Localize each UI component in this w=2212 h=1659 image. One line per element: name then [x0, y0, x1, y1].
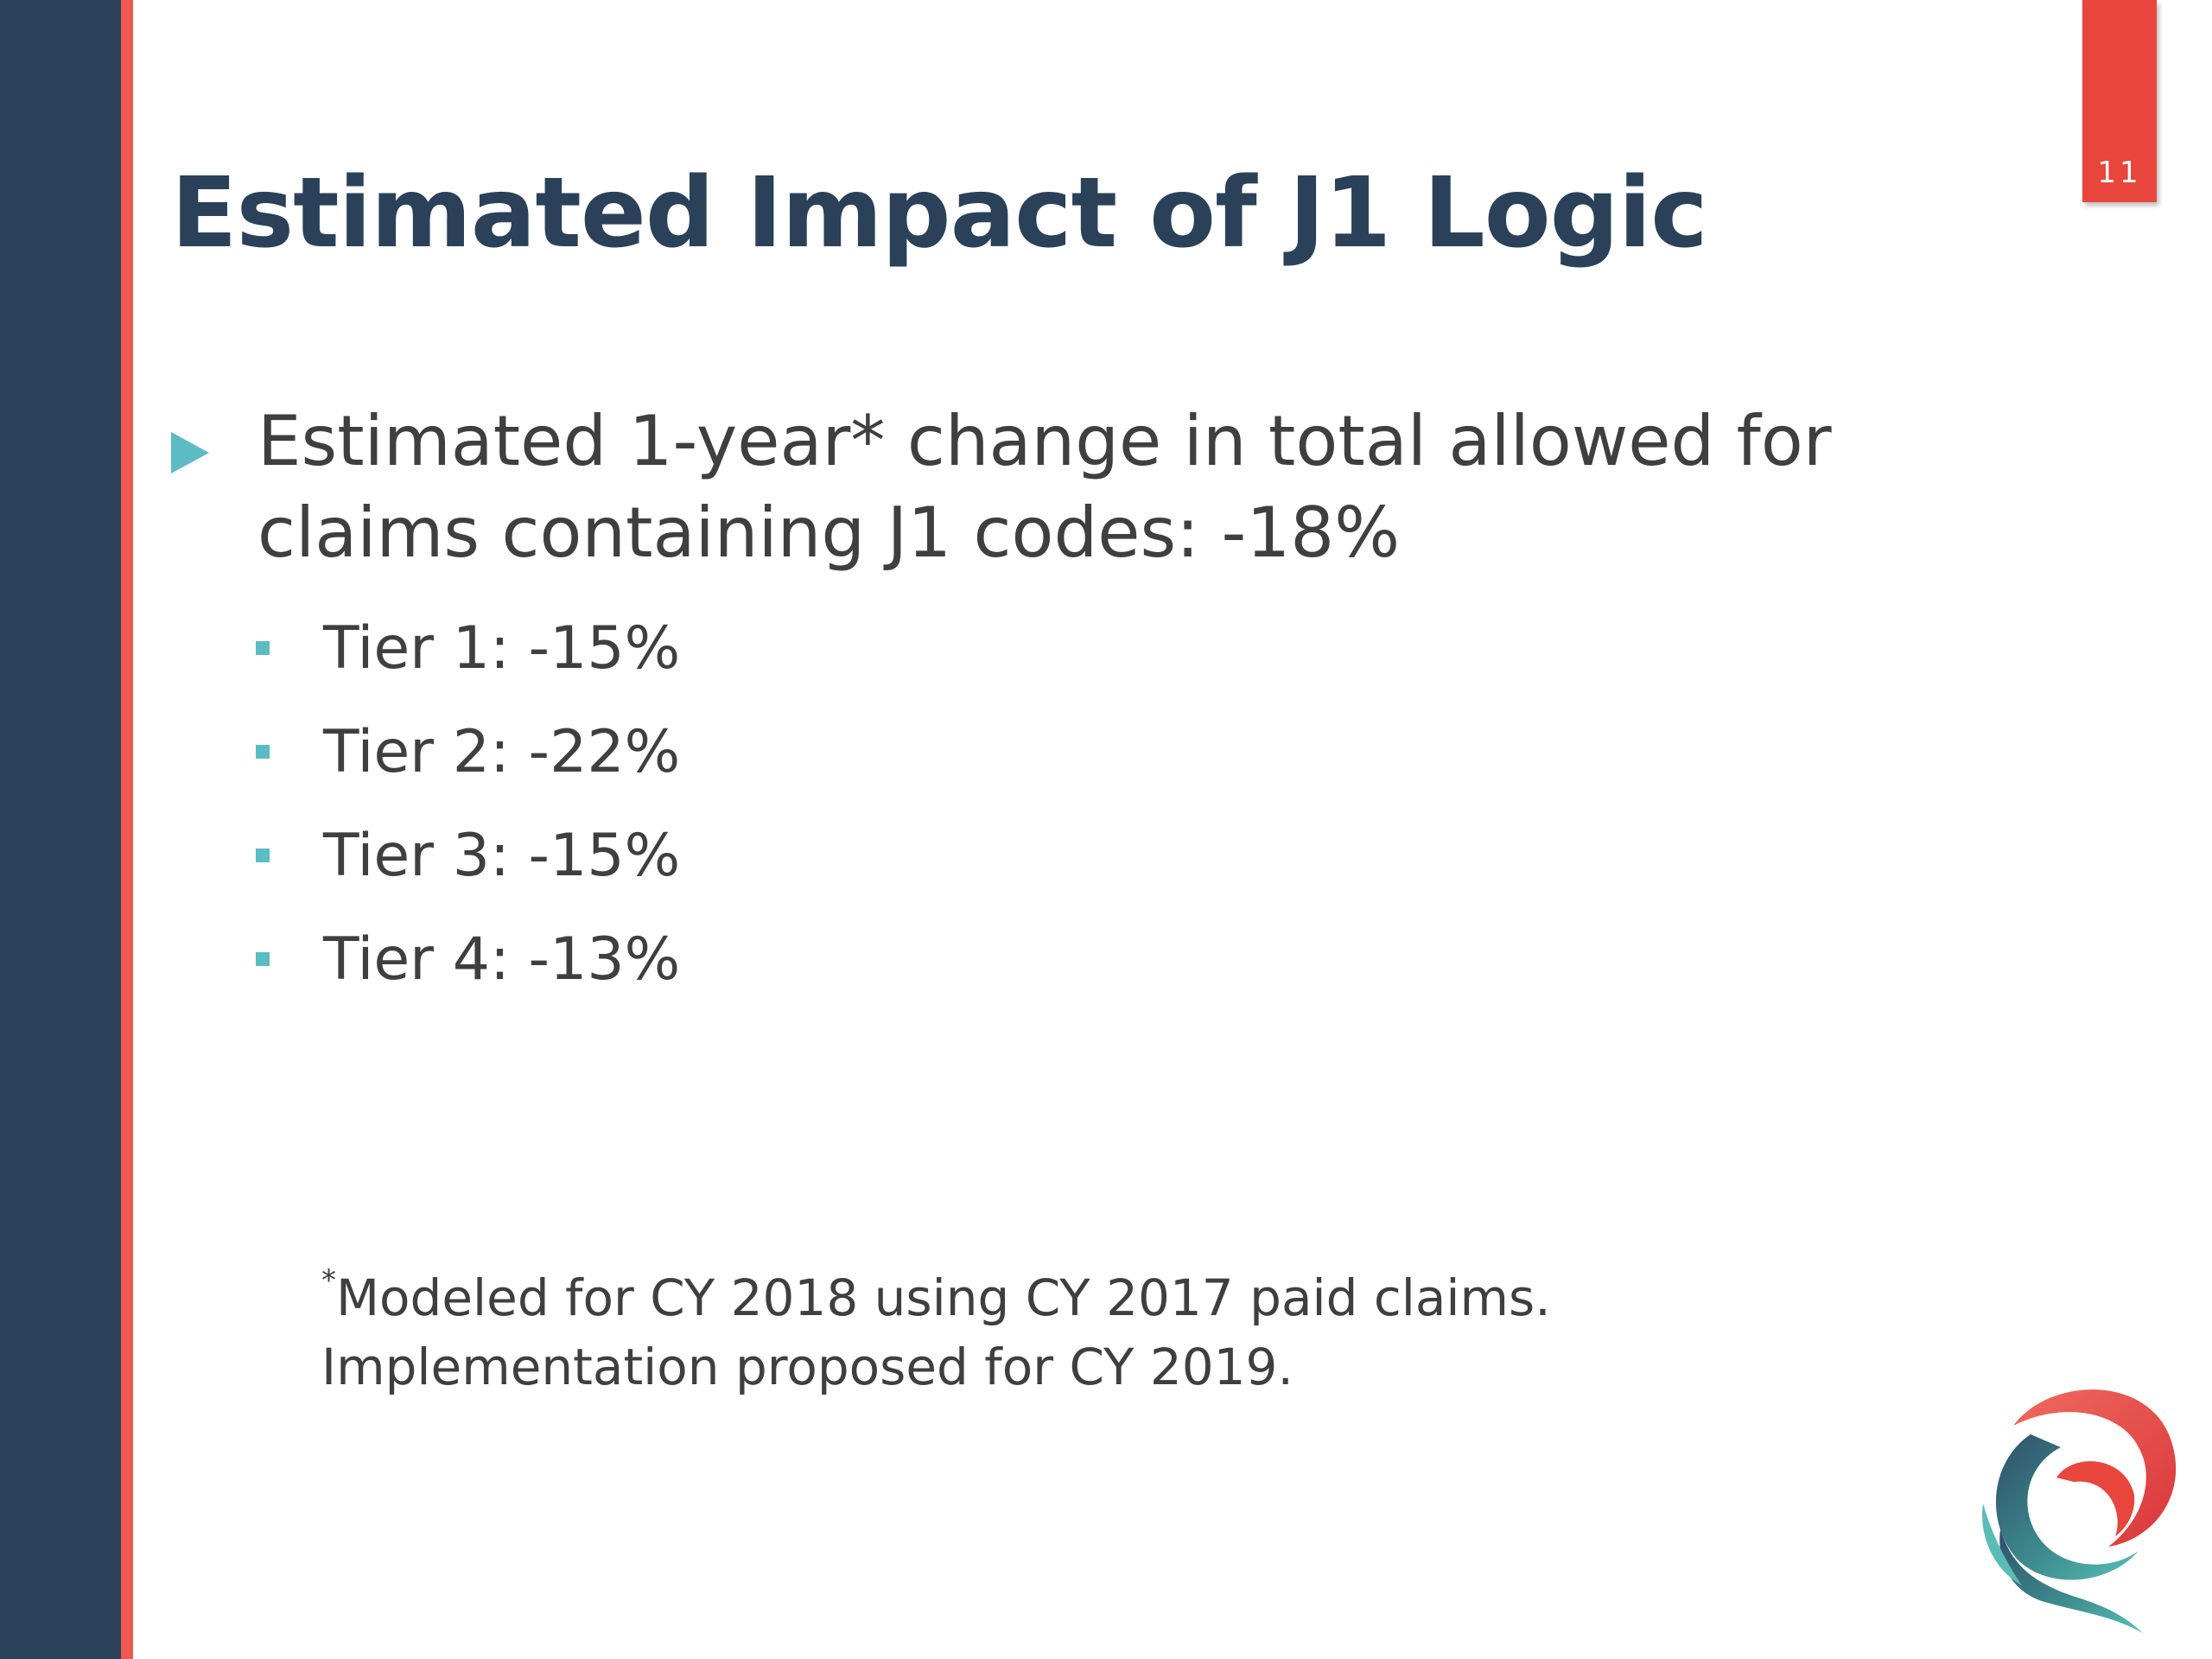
sub-bullet-text: Tier 4: -13%: [323, 925, 681, 994]
footnote-line-1: *Modeled for CY 2018 using CY 2017 paid …: [321, 1263, 1551, 1332]
list-item: Tier 3: -15%: [256, 804, 680, 907]
left-sidebar: [0, 0, 121, 1659]
sub-bullet-text: Tier 2: -22%: [323, 717, 681, 786]
slide-title: Estimated Impact of J1 Logic: [171, 157, 1708, 270]
footnote-text-1: Modeled for CY 2018 using CY 2017 paid c…: [336, 1268, 1551, 1327]
square-bullet-icon: [256, 952, 270, 966]
list-item: Tier 1: -15%: [256, 596, 680, 700]
square-bullet-icon: [256, 745, 270, 759]
main-bullet-text: Estimated 1-year* change in total allowe…: [257, 401, 1832, 573]
footnote: *Modeled for CY 2018 using CY 2017 paid …: [321, 1263, 1551, 1402]
sub-bullet-list: Tier 1: -15% Tier 2: -22% Tier 3: -15% T…: [256, 596, 680, 1011]
list-item: Tier 2: -22%: [256, 700, 680, 804]
page-number: 11: [2097, 156, 2142, 190]
sub-bullet-text: Tier 3: -15%: [323, 821, 681, 890]
sub-bullet-text: Tier 1: -15%: [323, 613, 681, 683]
list-item: Tier 4: -13%: [256, 907, 680, 1011]
triangle-bullet-icon: [171, 432, 209, 474]
page-number-tab: 11: [2082, 0, 2157, 202]
square-bullet-icon: [256, 641, 270, 655]
swirl-logo-icon: [1982, 1389, 2177, 1633]
footnote-line-2: Implementation proposed for CY 2019.: [321, 1338, 1294, 1396]
sidebar-accent-stripe: [121, 0, 133, 1659]
footnote-marker: *: [321, 1263, 336, 1298]
main-bullet: Estimated 1-year* change in total allowe…: [171, 396, 2029, 579]
square-bullet-icon: [256, 849, 270, 862]
